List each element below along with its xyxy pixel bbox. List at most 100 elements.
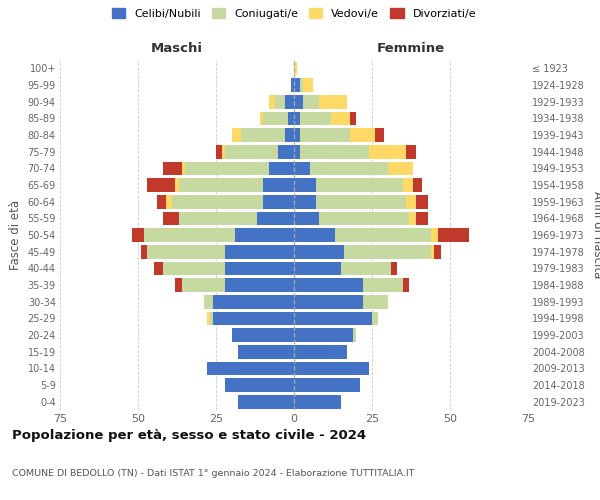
- Bar: [431, 228, 437, 242]
- Bar: [157, 195, 166, 208]
- Bar: [304, 95, 319, 108]
- Bar: [185, 162, 269, 175]
- Bar: [275, 95, 284, 108]
- Bar: [278, 145, 294, 158]
- Bar: [294, 145, 300, 158]
- Text: Popolazione per età, sesso e stato civile - 2024: Popolazione per età, sesso e stato civil…: [12, 430, 366, 442]
- Bar: [434, 245, 440, 258]
- Bar: [257, 212, 294, 225]
- Bar: [154, 262, 163, 275]
- Bar: [403, 178, 413, 192]
- Bar: [350, 128, 375, 142]
- Bar: [300, 78, 304, 92]
- Bar: [294, 178, 316, 192]
- Bar: [294, 262, 341, 275]
- Text: Femmine: Femmine: [377, 42, 445, 55]
- Bar: [294, 128, 300, 142]
- Bar: [350, 112, 356, 125]
- Bar: [148, 245, 226, 258]
- Bar: [206, 362, 294, 375]
- Bar: [316, 195, 406, 208]
- Legend: Celibi/Nubili, Coniugati/e, Vedovi/e, Divorziati/e: Celibi/Nubili, Coniugati/e, Vedovi/e, Di…: [112, 8, 476, 19]
- Bar: [294, 312, 372, 325]
- Bar: [216, 145, 222, 158]
- Bar: [416, 212, 428, 225]
- Bar: [431, 245, 434, 258]
- Bar: [294, 395, 341, 408]
- Bar: [232, 328, 294, 342]
- Bar: [294, 162, 310, 175]
- Text: Maschi: Maschi: [151, 42, 203, 55]
- Bar: [331, 112, 350, 125]
- Bar: [437, 228, 469, 242]
- Bar: [179, 212, 257, 225]
- Bar: [288, 112, 294, 125]
- Bar: [341, 262, 391, 275]
- Bar: [175, 278, 182, 292]
- Bar: [263, 112, 288, 125]
- Bar: [335, 228, 431, 242]
- Bar: [372, 312, 378, 325]
- Bar: [344, 245, 431, 258]
- Bar: [300, 145, 369, 158]
- Bar: [206, 312, 210, 325]
- Bar: [294, 378, 359, 392]
- Bar: [294, 112, 300, 125]
- Bar: [304, 78, 313, 92]
- Bar: [291, 78, 294, 92]
- Bar: [310, 162, 388, 175]
- Bar: [406, 195, 416, 208]
- Text: COMUNE DI BEDOLLO (TN) - Dati ISTAT 1° gennaio 2024 - Elaborazione TUTTITALIA.IT: COMUNE DI BEDOLLO (TN) - Dati ISTAT 1° g…: [12, 468, 415, 477]
- Bar: [388, 162, 413, 175]
- Bar: [269, 95, 275, 108]
- Bar: [294, 195, 316, 208]
- Bar: [203, 295, 213, 308]
- Bar: [226, 245, 294, 258]
- Bar: [144, 228, 235, 242]
- Bar: [226, 262, 294, 275]
- Bar: [294, 212, 319, 225]
- Bar: [294, 362, 369, 375]
- Bar: [416, 195, 428, 208]
- Bar: [316, 178, 403, 192]
- Bar: [179, 178, 263, 192]
- Bar: [375, 128, 385, 142]
- Bar: [166, 195, 172, 208]
- Bar: [226, 278, 294, 292]
- Bar: [284, 95, 294, 108]
- Bar: [294, 278, 362, 292]
- Bar: [284, 128, 294, 142]
- Bar: [213, 295, 294, 308]
- Bar: [413, 178, 422, 192]
- Bar: [294, 245, 344, 258]
- Bar: [226, 378, 294, 392]
- Bar: [175, 178, 179, 192]
- Bar: [319, 212, 409, 225]
- Bar: [269, 162, 294, 175]
- Bar: [294, 62, 297, 75]
- Bar: [319, 95, 347, 108]
- Bar: [369, 145, 406, 158]
- Bar: [294, 345, 347, 358]
- Bar: [163, 212, 179, 225]
- Bar: [232, 128, 241, 142]
- Bar: [148, 178, 175, 192]
- Bar: [238, 395, 294, 408]
- Bar: [362, 278, 403, 292]
- Bar: [391, 262, 397, 275]
- Bar: [226, 145, 278, 158]
- Bar: [406, 145, 416, 158]
- Bar: [263, 195, 294, 208]
- Bar: [260, 112, 263, 125]
- Y-axis label: Anni di nascita: Anni di nascita: [592, 192, 600, 278]
- Bar: [409, 212, 416, 225]
- Bar: [182, 162, 185, 175]
- Bar: [300, 128, 350, 142]
- Bar: [163, 162, 182, 175]
- Bar: [213, 312, 294, 325]
- Y-axis label: Fasce di età: Fasce di età: [9, 200, 22, 270]
- Bar: [132, 228, 144, 242]
- Bar: [263, 178, 294, 192]
- Bar: [362, 295, 388, 308]
- Bar: [353, 328, 356, 342]
